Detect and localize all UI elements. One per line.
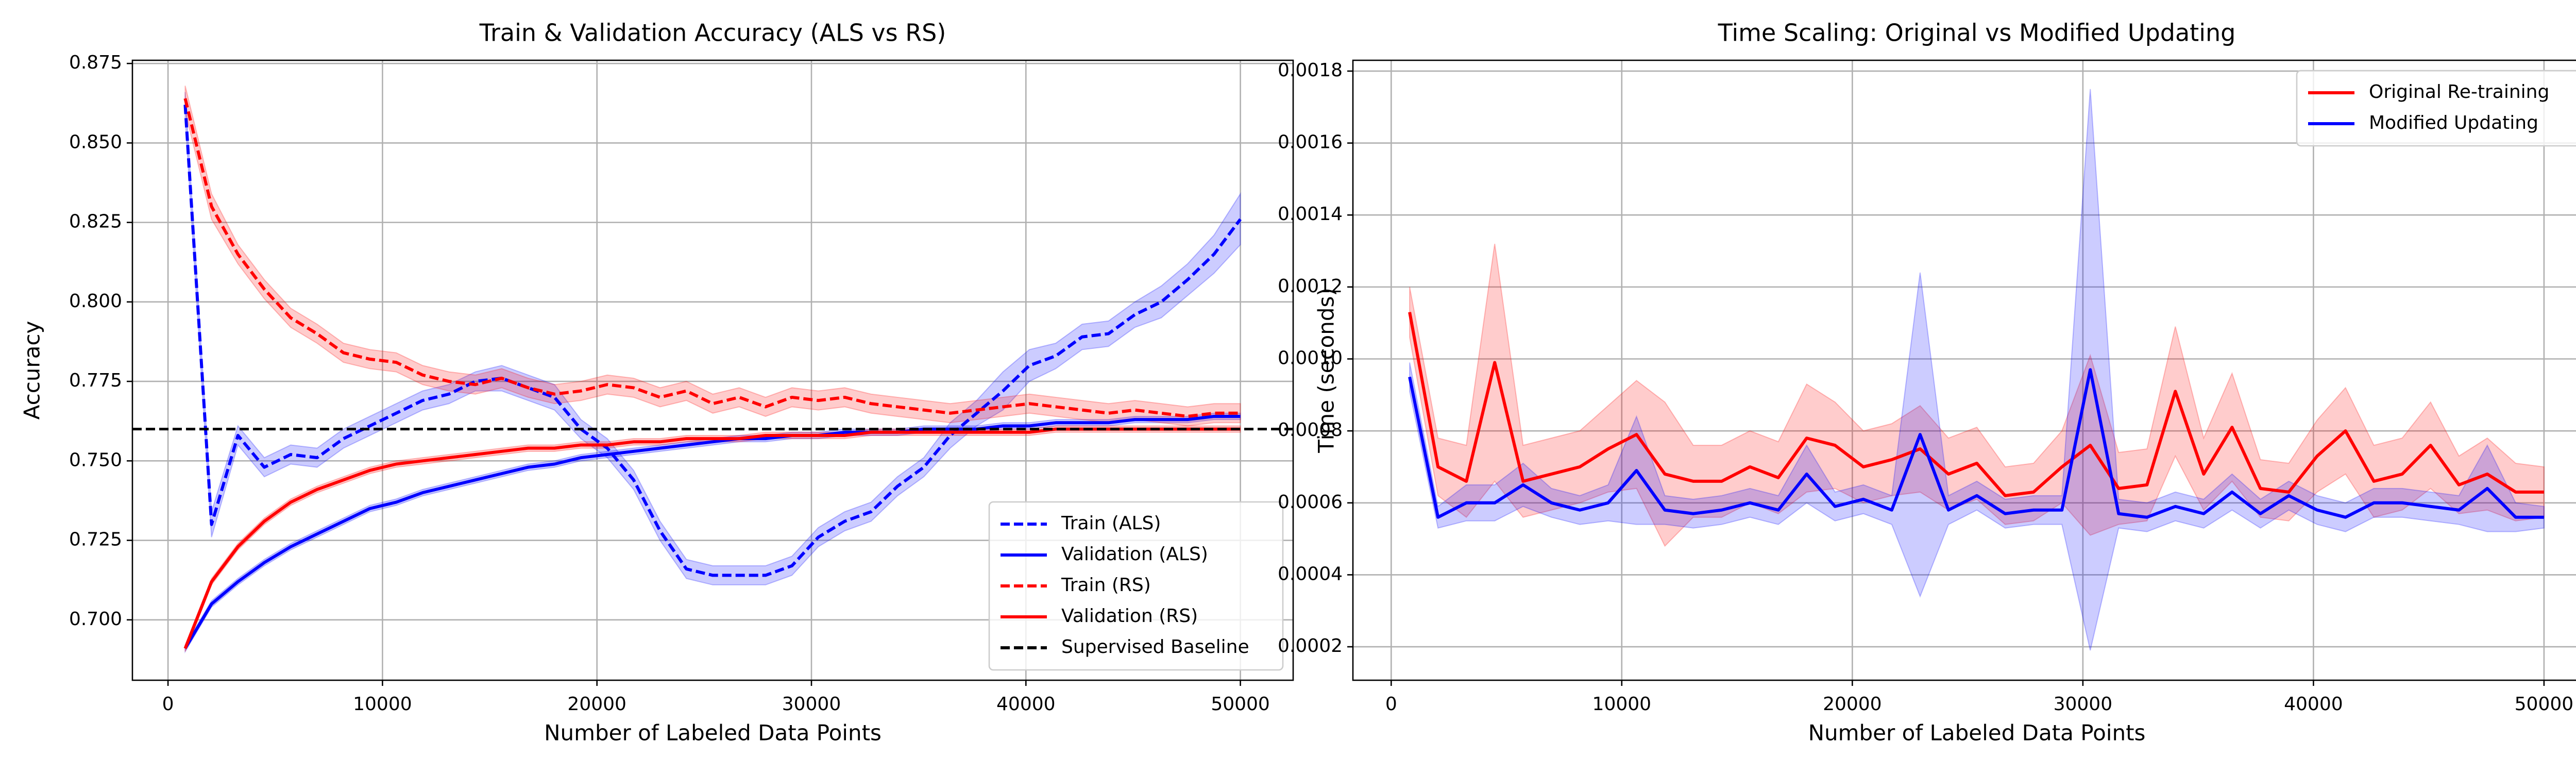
x-tick-label: 20000 <box>1823 694 1882 715</box>
x-axis-label: Number of Labeled Data Points <box>544 720 882 746</box>
plot-area <box>132 86 1293 654</box>
x-axis-label: Number of Labeled Data Points <box>1808 720 2146 746</box>
error-band <box>1409 243 2545 547</box>
series-line <box>183 98 1241 418</box>
subplot: 0 10000 20000 30000 40000 50000 0.700 0.725 0.75… <box>20 19 1294 746</box>
legend: Original Re-training Modified Updating <box>2296 70 2576 147</box>
y-tick-label: 0.750 <box>69 449 122 470</box>
y-tick-label: 0.0008 <box>1278 419 1343 441</box>
legend-label: Train (RS) <box>1061 575 1151 596</box>
chart-title: Train & Validation Accuracy (ALS vs RS) <box>479 19 946 47</box>
x-tick-label: 40000 <box>996 694 1056 715</box>
error-band <box>184 92 1241 585</box>
y-tick-label: 0.825 <box>69 211 122 232</box>
y-tick-label: 0.0018 <box>1278 60 1343 81</box>
legend-label: Supervised Baseline <box>1061 636 1249 658</box>
plot-area <box>1408 89 2545 651</box>
y-tick-label: 0.0016 <box>1278 132 1343 153</box>
x-tick-label: 30000 <box>2054 694 2113 715</box>
axes-frame <box>1352 59 2576 681</box>
legend-label: Modified Updating <box>2369 112 2538 133</box>
legend-label: Validation (ALS) <box>1061 544 1208 565</box>
x-tick-label: 30000 <box>782 694 841 715</box>
y-tick-label: 0.875 <box>69 52 122 73</box>
y-tick-label: 0.0006 <box>1278 492 1343 513</box>
y-axis-label: Time (seconds) <box>1314 288 1339 453</box>
x-tick-label: 50000 <box>2515 694 2574 715</box>
series-line <box>1408 368 2544 519</box>
y-tick-label: 0.0010 <box>1278 348 1343 369</box>
y-tick-label: 0.775 <box>69 370 122 391</box>
legend-box <box>988 501 1284 671</box>
error-band <box>184 86 1241 427</box>
legend-label: Train (ALS) <box>1061 513 1161 534</box>
y-axis-label: Accuracy <box>20 321 45 420</box>
x-tick-label: 10000 <box>353 694 412 715</box>
chart-title: Time Scaling: Original vs Modified Updat… <box>1718 19 2236 47</box>
x-tick-label: 20000 <box>567 694 626 715</box>
error-band <box>1409 89 2545 651</box>
y-tick-label: 0.0002 <box>1278 635 1343 657</box>
legend-label: Validation (RS) <box>1061 606 1198 627</box>
y-tick-label: 0.0004 <box>1278 563 1343 584</box>
legend: Train (ALS) Validation (ALS) Train (RS) Val… <box>988 501 1284 671</box>
x-tick-label: 0 <box>162 694 174 715</box>
error-band <box>184 412 1241 654</box>
legend-label: Original Re-training <box>2369 81 2549 103</box>
x-tick-label: 10000 <box>1592 694 1652 715</box>
subplot: 0 10000 20000 30000 40000 50000 0.0002 0.0004 0.… <box>1278 19 2576 746</box>
series-line <box>1408 312 2544 497</box>
axes-frame <box>131 59 1294 681</box>
y-tick-label: 0.725 <box>69 529 122 550</box>
x-tick-label: 40000 <box>2284 694 2343 715</box>
series-line <box>183 414 1241 649</box>
y-tick-label: 0.850 <box>69 131 122 153</box>
y-tick-label: 0.800 <box>69 291 122 312</box>
y-tick-label: 0.700 <box>69 609 122 630</box>
y-tick-label: 0.0012 <box>1278 276 1343 297</box>
legend-box <box>2296 70 2576 147</box>
y-tick-label: 0.0014 <box>1278 204 1343 225</box>
x-tick-label: 0 <box>1385 694 1397 715</box>
error-band <box>184 425 1241 652</box>
x-tick-label: 50000 <box>1211 694 1270 715</box>
